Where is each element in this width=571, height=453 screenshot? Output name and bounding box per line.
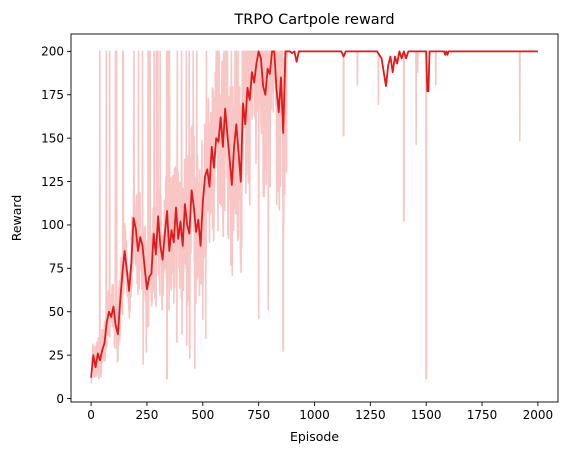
y-axis: 0 25 50 75 100 125 150 175 200 xyxy=(41,45,71,406)
x-tick-label: 750 xyxy=(247,408,270,422)
y-tick-label: 100 xyxy=(41,218,64,232)
smoothed-reward-series xyxy=(90,50,538,378)
y-axis-label: Reward xyxy=(9,195,24,242)
plot-frame xyxy=(70,33,559,403)
x-tick-label: 1500 xyxy=(411,408,442,422)
x-tick-label: 1250 xyxy=(355,408,386,422)
x-axis-label: Episode xyxy=(290,429,339,444)
x-tick-label: 0 xyxy=(87,408,95,422)
y-tick-label: 50 xyxy=(49,305,64,319)
x-tick-label: 1000 xyxy=(299,408,330,422)
y-tick-label: 25 xyxy=(49,348,64,362)
y-tick-label: 75 xyxy=(49,262,64,276)
x-tick-label: 1750 xyxy=(467,408,498,422)
x-axis: 0 250 500 750 1000 1250 1500 1750 2000 xyxy=(87,402,553,422)
y-tick-label: 150 xyxy=(41,131,64,145)
x-tick-label: 2000 xyxy=(523,408,554,422)
smoothed-reward-line xyxy=(90,50,538,378)
x-tick-label: 500 xyxy=(191,408,214,422)
chart-title: TRPO Cartpole reward xyxy=(233,12,394,28)
y-tick-label: 175 xyxy=(41,88,64,102)
x-tick-label: 250 xyxy=(136,408,159,422)
y-tick-label: 0 xyxy=(56,392,64,406)
y-tick-label: 125 xyxy=(41,175,64,189)
y-tick-label: 200 xyxy=(41,45,64,59)
